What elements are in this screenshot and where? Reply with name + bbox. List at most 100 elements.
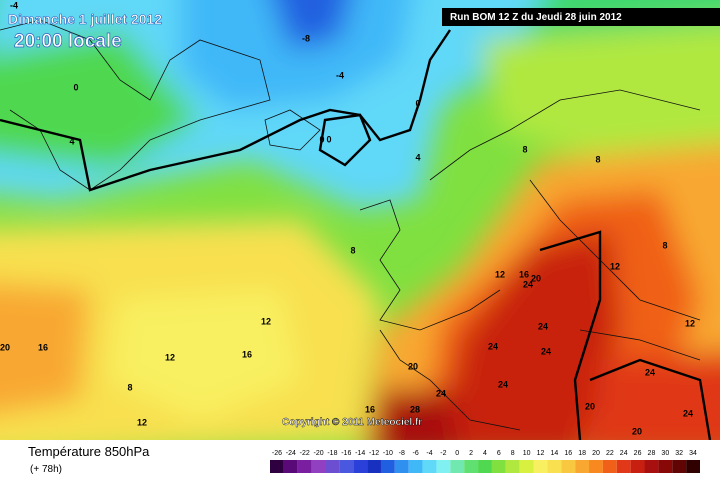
colorbar-swatch [380, 460, 395, 473]
colorbar-swatch [491, 460, 506, 473]
colorbar-tick-label: -12 [369, 450, 379, 457]
contour-label: 24 [488, 341, 498, 351]
colorbar-swatch [394, 460, 409, 473]
contour-label: 4 [69, 136, 74, 146]
colorbar-swatch [602, 460, 617, 473]
colorbar-tick-label: -22 [300, 450, 310, 457]
contour-label: 24 [645, 367, 655, 377]
legend-title: Température 850hPa [28, 444, 150, 459]
colorbar-tick-label: 32 [675, 450, 683, 457]
colorbar-tick-label: -14 [355, 450, 365, 457]
contour-label: 16 [365, 404, 375, 414]
contour-label: 12 [685, 318, 695, 328]
contour-label: 28 [410, 404, 420, 414]
colorbar-tick-label: -16 [341, 450, 351, 457]
colorbar-tick-label: 28 [648, 450, 656, 457]
colorbar-swatch [283, 460, 298, 473]
colorbar-tick-label: 4 [483, 450, 487, 457]
colorbar-swatch [561, 460, 576, 473]
colorbar-swatch [630, 460, 645, 473]
forecast-time: 20:00 locale [14, 31, 122, 52]
contour-label: 8 [522, 144, 527, 154]
copyright: Copyright © 2011 Meteociel.fr [282, 417, 422, 428]
contour-label: 12 [137, 417, 147, 427]
legend-lead-time: (+ 78h) [30, 464, 62, 475]
contour-label: 4 [415, 152, 420, 162]
temperature-field: -4 -8 -4 0 4 0 0 0 4 8 8 8 12 16 20 24 1… [0, 0, 720, 440]
contour-label: 8 [350, 245, 355, 255]
contour-label: 24 [436, 388, 446, 398]
contour-label: 24 [683, 408, 693, 418]
contour-label: 20 [0, 342, 10, 352]
coastlines [0, 19, 701, 431]
colorbar-swatch [575, 460, 590, 473]
colorbar-swatch [325, 460, 340, 473]
contour-label: 20 [585, 401, 595, 411]
colorbar-swatch [589, 460, 603, 473]
contour-label: 12 [495, 269, 505, 279]
contour-label: 16 [242, 349, 252, 359]
colorbar-swatch [533, 460, 548, 473]
colorbar-swatch [408, 460, 423, 473]
contour-label: -4 [10, 0, 18, 10]
contour-label: 24 [523, 279, 533, 289]
contour-label: 16 [519, 269, 529, 279]
colorbar-swatch [616, 460, 631, 473]
colorbar-tick-label: -20 [313, 450, 323, 457]
colorbar-tick-label: 10 [523, 450, 531, 457]
contour-label: 12 [165, 352, 175, 362]
colorbar-tick-label: -18 [327, 450, 337, 457]
colorbar-tick-label: 26 [634, 450, 642, 457]
contour-label: 8 [595, 154, 600, 164]
forecast-date: Dimanche 1 juillet 2012 [8, 11, 162, 27]
contour-label: 20 [408, 361, 418, 371]
contour-label: -4 [336, 70, 344, 80]
contour-label: -8 [302, 33, 310, 43]
colorbar-tick-label: 18 [578, 450, 586, 457]
colorbar-tick-label: 24 [620, 450, 628, 457]
contour-label: 16 [38, 342, 48, 352]
colorbar-tick-label: 14 [550, 450, 558, 457]
colorbar-tick-label: -24 [286, 450, 296, 457]
colorbar-tick-label: 12 [537, 450, 545, 457]
colorbar-swatch [478, 460, 492, 473]
colorbar-swatch [311, 460, 326, 473]
colorbar-tick-label: -8 [399, 450, 405, 457]
colorbar-swatch [353, 460, 368, 473]
colorbar-swatch [672, 460, 687, 473]
colorbar-tick-label: 34 [689, 450, 697, 457]
contour-label: 0 [326, 134, 331, 144]
colorbar: -26 -24 -22 -20 -18 -16 -14 -12 -10 -8 -6 -4 -2 0 2 4 6 8… [270, 450, 700, 473]
colorbar-swatch [450, 460, 465, 473]
colorbar-swatch [297, 460, 312, 473]
contour-label: 0 [319, 134, 324, 144]
colorbar-swatch [644, 460, 659, 473]
contour-label: 8 [662, 240, 667, 250]
contour-label: 20 [632, 426, 642, 436]
colorbar-tick-label: 0 [455, 450, 459, 457]
colorbar-tick-label: 6 [497, 450, 501, 457]
colorbar-tick-label: -6 [413, 450, 419, 457]
contour-label: 24 [538, 321, 548, 331]
colorbar-tick-label: -10 [383, 450, 393, 457]
colorbar-swatch [422, 460, 437, 473]
colorbar-swatch [339, 460, 354, 473]
colorbar-swatch [367, 460, 381, 473]
colorbar-swatch [686, 460, 700, 473]
colorbar-tick-label: 8 [511, 450, 515, 457]
contours [0, 29, 712, 440]
colorbar-tick-label: 30 [661, 450, 669, 457]
contour-label: 0 [73, 82, 78, 92]
colorbar-tick-label: -26 [272, 450, 282, 457]
colorbar-swatch [436, 460, 451, 473]
contour-label: 24 [498, 379, 508, 389]
contour-label: 8 [127, 382, 132, 392]
colorbar-tick-label: 22 [606, 450, 614, 457]
contour-labels: -4 -8 -4 0 4 0 0 0 4 8 8 8 12 16 20 24 1… [0, 0, 695, 436]
contour-label: 12 [261, 316, 271, 326]
contour-label: 12 [610, 261, 620, 271]
colorbar-tick-label: 2 [469, 450, 473, 457]
colorbar-tick-label: -2 [440, 450, 446, 457]
contour-label: 20 [531, 273, 541, 283]
